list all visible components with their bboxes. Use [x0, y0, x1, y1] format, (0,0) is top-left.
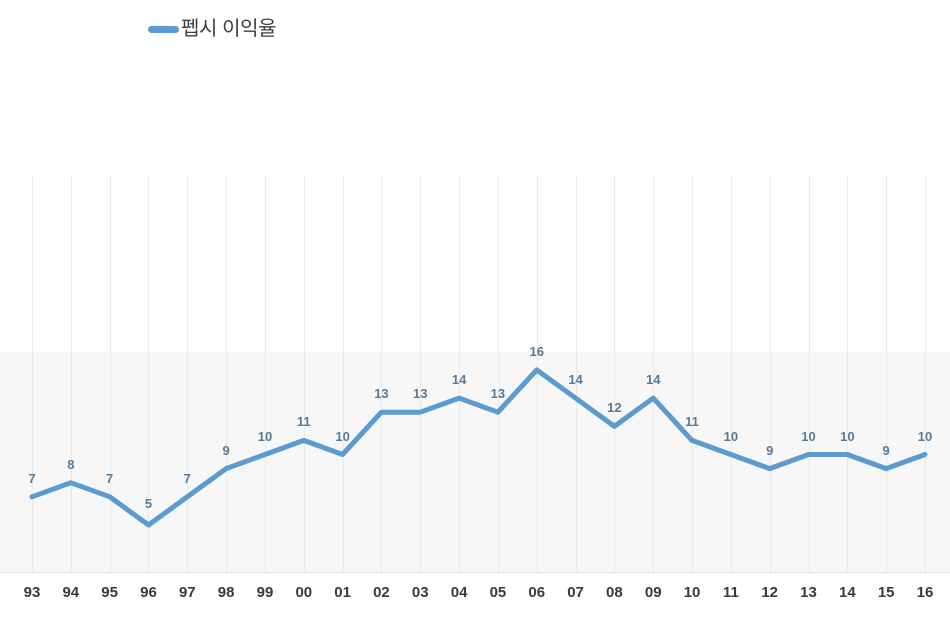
- x-tick-label: 14: [839, 584, 856, 601]
- data-label: 9: [766, 442, 774, 458]
- gridline: [303, 175, 305, 573]
- gridline: [187, 175, 189, 573]
- gridline: [614, 175, 616, 573]
- gridline: [886, 175, 888, 573]
- data-label: 9: [222, 442, 230, 458]
- data-label: 10: [257, 428, 273, 444]
- x-tick-label: 02: [373, 584, 390, 601]
- x-tick-label: 04: [450, 584, 468, 601]
- gridline: [70, 175, 72, 573]
- gridline: [264, 175, 266, 573]
- data-label: 5: [144, 496, 153, 511]
- x-tick-label: 09: [644, 584, 662, 601]
- data-label: 14: [645, 372, 661, 388]
- legend-item-series-0[interactable]: 펩시 이익율: [148, 18, 277, 40]
- chart-legend: 펩시 이익율: [0, 14, 950, 44]
- plot-band-upper: [0, 175, 950, 352]
- gridline: [808, 175, 810, 573]
- gridline: [769, 175, 771, 573]
- x-tick-label: 95: [101, 584, 118, 601]
- x-tick-label: 10: [683, 584, 701, 601]
- gridline: [342, 175, 344, 573]
- series-line-pepsi-profit-margin: [29, 367, 928, 528]
- gridline: [692, 175, 694, 573]
- gridline: [459, 175, 461, 573]
- gridline: [653, 175, 655, 573]
- x-tick-label: 03: [411, 584, 429, 601]
- x-tick-label: 12: [761, 584, 779, 601]
- data-label: 10: [801, 428, 816, 444]
- x-tick-label: 11: [722, 584, 739, 601]
- x-tick-label: 96: [140, 584, 157, 601]
- data-label: 13: [490, 386, 506, 402]
- gridline: [148, 175, 150, 573]
- data-label: 14: [568, 372, 583, 388]
- data-label: 10: [335, 428, 350, 444]
- gridline: [32, 175, 33, 573]
- gridline: [730, 175, 732, 573]
- data-label: 11: [296, 414, 311, 430]
- data-label: 7: [28, 470, 36, 486]
- plot-area: 7 8 7 5 7 9 10 11 10 13 13 14 13 16 14 12 14 11 10 9 10 10 9 10: [0, 175, 950, 573]
- data-label: 13: [413, 386, 428, 402]
- data-label: 10: [840, 428, 855, 444]
- data-label: 8: [67, 456, 75, 472]
- x-tick-label: 13: [800, 584, 817, 601]
- gridline: [536, 175, 538, 573]
- data-label: 13: [374, 386, 389, 402]
- data-label: 16: [529, 343, 544, 359]
- x-tick-label: 06: [528, 584, 546, 601]
- data-label: 9: [882, 442, 890, 458]
- series-polyline: [29, 367, 928, 528]
- x-tick-label: 01: [334, 584, 351, 601]
- x-tick-label: 97: [178, 584, 196, 601]
- data-label: 10: [723, 428, 739, 444]
- x-tick-label: 99: [256, 584, 274, 601]
- legend-label: 펩시 이익율: [181, 18, 277, 40]
- data-label: 12: [607, 400, 622, 416]
- gridline: [420, 175, 422, 573]
- x-axis-line: [0, 572, 950, 573]
- data-label: 7: [106, 470, 114, 486]
- x-axis-tick-labels: 93 94 95 96 97 98 99 00 01 02 03 04 05 06 07 08 09 10 11 12…: [0, 585, 950, 611]
- data-label: 7: [183, 470, 191, 486]
- gridline: [226, 175, 228, 573]
- x-tick-label: 00: [295, 584, 313, 601]
- gridline: [109, 175, 111, 573]
- x-tick-label: 05: [489, 584, 507, 601]
- gridline: [575, 175, 577, 573]
- x-tick-label: 93: [23, 584, 41, 601]
- gridline: [497, 175, 499, 573]
- x-tick-label: 16: [916, 584, 934, 601]
- x-tick-label: 08: [606, 584, 623, 601]
- line-series-marker-icon: [148, 25, 179, 33]
- x-tick-label: 07: [567, 584, 584, 601]
- x-tick-label: 15: [877, 584, 895, 601]
- x-tick-label: 94: [62, 584, 80, 601]
- x-tick-label: 98: [217, 584, 235, 601]
- gridline: [847, 175, 849, 573]
- data-label: 11: [685, 414, 699, 430]
- data-label: 10: [917, 428, 933, 444]
- gridline: [925, 175, 926, 573]
- gridline: [381, 175, 383, 573]
- data-label: 14: [451, 372, 467, 388]
